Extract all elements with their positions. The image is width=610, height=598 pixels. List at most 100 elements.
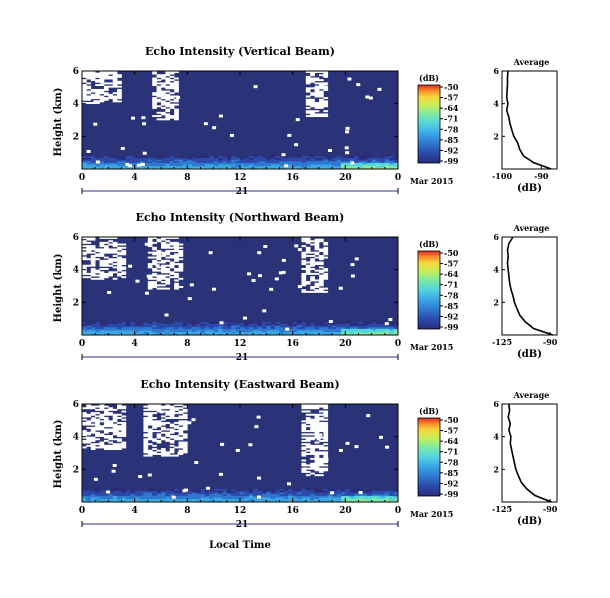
missing-cell [117, 438, 122, 441]
echo-cell [209, 326, 215, 329]
missing-cell [319, 82, 324, 85]
missing-cell [117, 90, 122, 93]
missing-cell [161, 287, 166, 290]
echo-cell [130, 325, 136, 328]
missing-cell [314, 405, 320, 408]
missing-cell [169, 84, 175, 86]
profile-x-tick-label: -100 [492, 171, 512, 181]
echo-cell [108, 323, 114, 326]
echo-cell [393, 497, 399, 500]
echo-cell [314, 497, 320, 500]
echo-cell [297, 165, 302, 168]
missing-cell [305, 110, 311, 113]
missing-cell [99, 408, 105, 411]
echo-cell [182, 326, 188, 329]
missing-cell [169, 103, 175, 106]
missing-cell [174, 243, 179, 246]
missing-cell [305, 82, 311, 85]
missing-cell [314, 407, 320, 410]
missing-cell [319, 448, 324, 451]
echo-cell [200, 500, 206, 503]
echo-cell [384, 330, 390, 333]
echo-cell [86, 326, 92, 329]
x-tick-label: 20 [339, 173, 352, 183]
missing-cell [95, 269, 100, 272]
missing-cell [310, 286, 315, 288]
colorbar-tick-label: -64 [444, 103, 459, 113]
missing-cell [165, 269, 171, 272]
missing-cell [103, 97, 109, 100]
echo-cell [147, 325, 153, 328]
missing-cell [117, 82, 122, 85]
missing-cell [169, 407, 175, 410]
missing-cell [103, 245, 109, 248]
missing-cell [254, 425, 259, 429]
missing-cell [152, 286, 157, 288]
missing-cell [310, 72, 315, 75]
missing-cell [147, 421, 153, 424]
echo-cell [213, 492, 219, 495]
echo-cell [345, 488, 351, 491]
echo-cell [279, 326, 285, 329]
echo-cell [275, 167, 280, 170]
echo-cell [125, 320, 131, 323]
missing-cell [143, 449, 149, 452]
echo-cell [354, 500, 359, 503]
missing-cell [152, 100, 157, 103]
missing-cell [319, 274, 324, 277]
echo-cell [279, 323, 285, 326]
missing-cell [319, 279, 324, 282]
missing-cell [165, 451, 171, 454]
echo-cell [213, 498, 219, 501]
missing-cell [103, 256, 109, 259]
missing-cell [147, 433, 153, 436]
missing-cell [295, 118, 300, 122]
colorbar: (dB)-50-57-64-71-78-85-92-99 [417, 73, 459, 166]
echo-cell [86, 500, 92, 503]
echo-cell [240, 490, 245, 493]
missing-cell [90, 264, 96, 267]
echo-cell [121, 326, 127, 329]
echo-cell [266, 167, 272, 170]
echo-cell [82, 162, 87, 165]
echo-cell [161, 492, 166, 495]
echo-cell [384, 154, 390, 157]
echo-cell [297, 157, 302, 160]
missing-cell [345, 126, 350, 130]
echo-cell [310, 157, 316, 160]
echo-cell [288, 497, 294, 500]
echo-cell [134, 328, 140, 331]
echo-cell [314, 333, 320, 336]
missing-cell [169, 72, 175, 75]
echo-cell [389, 167, 395, 170]
echo-cell [332, 164, 337, 167]
echo-cell [305, 323, 311, 326]
echo-cell [314, 487, 320, 490]
echo-cell [156, 167, 162, 170]
echo-cell [292, 330, 298, 333]
missing-cell [82, 266, 87, 269]
echo-cell [297, 160, 302, 163]
x-tick-label: 16 [286, 506, 299, 516]
missing-cell [345, 441, 350, 445]
missing-cell [182, 405, 188, 408]
missing-cell [248, 443, 253, 447]
echo-cell [235, 160, 241, 163]
echo-cell [231, 500, 237, 503]
missing-cell [90, 93, 96, 96]
missing-cell [319, 100, 324, 103]
echo-cell [319, 493, 324, 496]
missing-cell [93, 122, 98, 126]
echo-cell [235, 493, 241, 496]
missing-cell [144, 242, 149, 246]
missing-cell [174, 258, 179, 261]
echo-cell [222, 492, 228, 495]
missing-cell [301, 290, 307, 293]
echo-cell [275, 321, 280, 324]
echo-cell [174, 162, 179, 165]
echo-cell [327, 160, 333, 163]
echo-cell [99, 498, 105, 501]
colorbar-unit-label: (dB) [419, 73, 439, 83]
missing-cell [319, 98, 324, 101]
